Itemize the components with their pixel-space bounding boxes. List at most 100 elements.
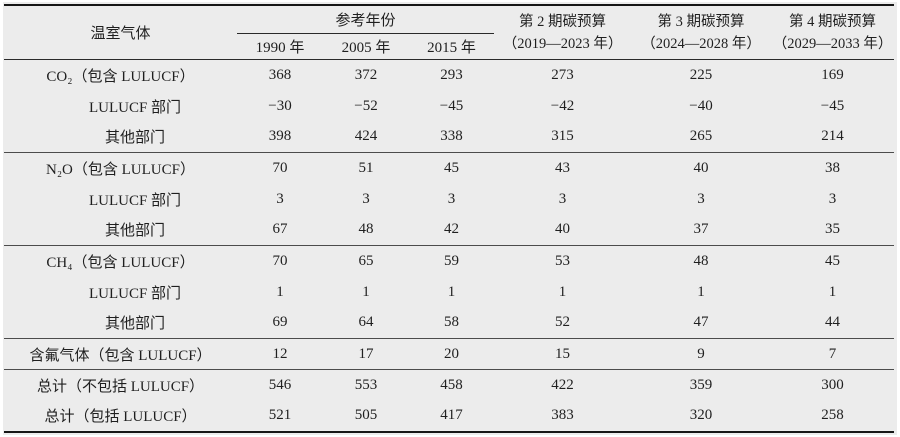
value-cell: 1 (447, 283, 456, 300)
row-label: N₂O（包含 LULUCF） (4, 152, 237, 184)
value-cell: 1 (362, 283, 370, 300)
value-cell: −45 (820, 97, 845, 114)
table-row-co2-other: 其他部门 398 424 338 315 265 214 (4, 122, 894, 153)
value-cell: 214 (821, 128, 844, 145)
value-cell: 505 (354, 407, 378, 423)
value-cell: 3 (558, 190, 567, 207)
value-cell: 383 (551, 407, 574, 423)
value-cell: 70 (237, 245, 323, 277)
value-cell: 51 (323, 152, 409, 184)
value-cell: 273 (494, 59, 632, 91)
row-label: CH₄（包含 LULUCF） (4, 245, 237, 277)
value-cell: 553 (323, 369, 409, 401)
value-cell: 338 (440, 128, 463, 145)
value-cell: 424 (354, 128, 378, 145)
table-row-total-incl-lulucf: 总计（包括 LULUCF） 521 505 417 383 320 258 (4, 401, 894, 432)
value-cell: 38 (771, 152, 895, 184)
value-cell: 20 (409, 338, 495, 370)
value-cell: 69 (272, 314, 288, 331)
value-cell: 265 (689, 128, 713, 145)
value-cell: 48 (358, 221, 374, 238)
value-cell: 48 (631, 245, 772, 277)
column-header-year-2005: 2005 年 (341, 40, 391, 56)
value-cell: 1 (828, 283, 837, 300)
value-cell: 422 (494, 369, 632, 401)
value-cell: 3 (447, 190, 456, 207)
value-cell: 67 (272, 221, 288, 238)
table-row-total-excl-lulucf: 总计（不包括 LULUCF） 546 553 458 422 359 300 (4, 369, 895, 401)
column-header-year-2015: 2015 年 (427, 40, 476, 56)
value-cell: 40 (631, 152, 772, 184)
column-header-budget-period-4: 第 4 期碳预算 （2029—2033 年） (771, 5, 894, 60)
table-row-co2-total: CO₂（包含 LULUCF） 368 372 293 273 225 169 (4, 59, 895, 91)
budget-period-3-years: （2024—2028 年） (641, 35, 761, 52)
budget-period-4-years: （2029—2033 年） (772, 35, 893, 52)
value-cell: 45 (771, 245, 895, 277)
column-header-budget-period-2: 第 2 期碳预算 （2019—2023 年） (494, 5, 631, 60)
value-cell: 3 (828, 190, 837, 207)
value-cell: 368 (237, 59, 323, 91)
row-label: 其他部门 (104, 223, 165, 240)
value-cell: 43 (494, 152, 632, 184)
value-cell: 300 (771, 369, 895, 401)
table-row-ch4-other: 其他部门 69 64 58 52 47 44 (4, 308, 894, 339)
table-row-fgases: 含氟气体（包含 LULUCF） 12 17 20 15 9 7 (4, 338, 895, 370)
value-cell: 47 (693, 314, 709, 331)
value-cell: 398 (268, 128, 292, 145)
value-cell: 3 (276, 190, 284, 207)
table-row-ch4-total: CH₄（包含 LULUCF） 70 65 59 53 48 45 (4, 245, 895, 277)
value-cell: 59 (409, 245, 495, 277)
value-cell: 7 (771, 338, 895, 370)
value-cell: 169 (771, 59, 895, 91)
ghg-carbon-budget-table: 温室气体 参考年份 第 2 期碳预算 （2019—2023 年） 第 3 期碳预… (4, 4, 895, 433)
value-cell: 9 (631, 338, 772, 370)
value-cell: −45 (439, 97, 464, 114)
column-header-budget-period-3: 第 3 期碳预算 （2024—2028 年） (631, 5, 771, 60)
row-label: LULUCF 部门 (88, 285, 182, 302)
value-cell: 44 (825, 314, 841, 331)
table-row-co2-lulucf: LULUCF 部门 −30 −52 −45 −42 −40 −45 (4, 91, 894, 122)
value-cell: 293 (409, 59, 495, 91)
value-cell: −30 (268, 97, 292, 114)
value-cell: 258 (821, 407, 844, 423)
table-row-ch4-lulucf: LULUCF 部门 1 1 1 1 1 1 (4, 277, 894, 308)
value-cell: 52 (555, 314, 571, 331)
value-cell: 58 (444, 314, 459, 331)
value-cell: 12 (237, 338, 323, 370)
value-cell: 458 (409, 369, 495, 401)
header-row-years: 1990 年 2005 年 2015 年 (4, 34, 894, 60)
row-label: LULUCF 部门 (88, 99, 182, 116)
column-header-year-1990: 1990 年 (255, 40, 305, 56)
value-cell: 37 (693, 221, 709, 238)
value-cell: 320 (689, 407, 713, 423)
value-cell: 15 (494, 338, 632, 370)
value-cell: 3 (362, 190, 370, 207)
value-cell: −42 (550, 97, 575, 114)
row-label: LULUCF 部门 (88, 192, 182, 209)
value-cell: 1 (697, 283, 705, 300)
value-cell: −52 (354, 97, 378, 114)
row-label: 总计（不包括 LULUCF） (4, 369, 237, 401)
value-cell: 1 (276, 283, 284, 300)
column-header-reference-years: 参考年份 (237, 5, 495, 34)
value-cell: 64 (358, 314, 374, 331)
value-cell: 1 (558, 283, 567, 300)
budget-period-2-title: 第 2 期碳预算 (519, 13, 607, 30)
value-cell: −40 (689, 97, 713, 114)
value-cell: 546 (237, 369, 323, 401)
value-cell: 315 (551, 128, 574, 145)
value-cell: 372 (323, 59, 409, 91)
value-cell: 45 (409, 152, 495, 184)
column-header-gas: 温室气体 (90, 26, 151, 42)
budget-period-2-years: （2019—2023 年） (502, 35, 623, 52)
value-cell: 70 (237, 152, 323, 184)
value-cell: 359 (631, 369, 772, 401)
table-row-n2o-lulucf: LULUCF 部门 3 3 3 3 3 3 (4, 184, 894, 215)
value-cell: 35 (825, 221, 841, 238)
budget-period-4-title: 第 4 期碳预算 (789, 13, 877, 30)
budget-period-3-title: 第 3 期碳预算 (657, 13, 745, 30)
value-cell: 53 (494, 245, 632, 277)
value-cell: 65 (323, 245, 409, 277)
table-row-n2o-other: 其他部门 67 48 42 40 37 35 (4, 215, 894, 246)
value-cell: 225 (631, 59, 772, 91)
